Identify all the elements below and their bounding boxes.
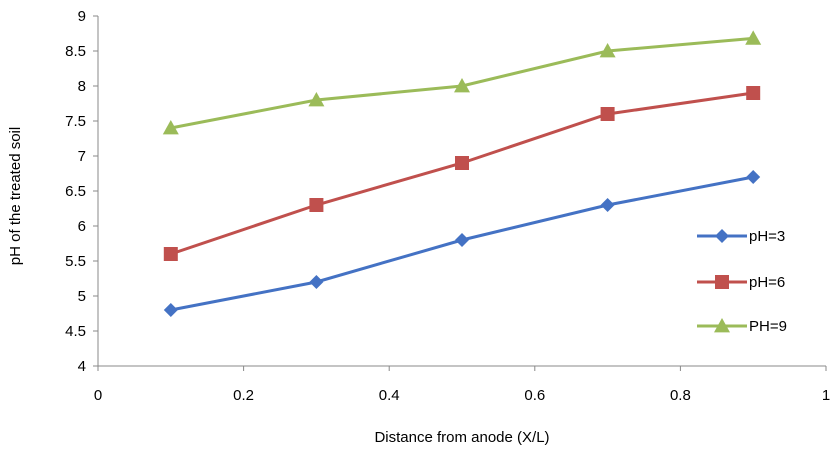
y-axis-title-text: pH of the treated soil	[7, 127, 24, 265]
x-tick-label: 0.2	[233, 387, 254, 404]
y-tick-label: 4.5	[65, 323, 86, 340]
x-ticks: 0 0.2 0.4 0.6 0.8 1	[94, 366, 830, 404]
y-axis-title: pH of the treated soil	[7, 127, 24, 265]
data-point-series-3	[454, 78, 470, 93]
y-tick-label: 5.5	[65, 253, 86, 270]
y-ticks: 4 4.5 5 5.5 6 6.5 7 7.5 8 8.5 9	[65, 8, 98, 375]
y-tick-label: 9	[78, 8, 86, 25]
data-point-series-3	[745, 30, 762, 45]
legend-marker-2	[715, 275, 729, 289]
data-point-series-2	[746, 86, 761, 100]
data-point-series-1	[746, 170, 761, 184]
data-point-series-3	[599, 43, 616, 58]
data-point-series-2	[455, 156, 469, 170]
data-point-series-1	[600, 198, 615, 212]
x-axis-title: Distance from anode (X/L)	[374, 429, 549, 446]
x-tick-label: 0	[94, 387, 102, 404]
legend-marker-1	[715, 229, 729, 243]
legend-label-2: pH=6	[749, 274, 785, 291]
legend-label-3: PH=9	[749, 318, 787, 335]
data-point-series-2	[309, 198, 324, 212]
data-point-series-1	[455, 233, 469, 247]
legend-marker-3	[714, 318, 730, 333]
data-point-series-1	[163, 303, 178, 317]
series-line-2	[170, 91, 754, 256]
x-tick-label: 1	[822, 387, 830, 404]
x-tick-label: 0.4	[379, 387, 400, 404]
legend: pH=3 pH=6 PH=9	[697, 228, 787, 335]
y-tick-label: 7	[78, 148, 86, 165]
data-point-series-2	[163, 247, 178, 261]
series-layer	[162, 30, 762, 317]
y-tick-label: 6	[78, 218, 86, 235]
data-point-series-1	[309, 275, 324, 289]
y-tick-label: 6.5	[65, 183, 86, 200]
y-tick-label: 8	[78, 78, 86, 95]
y-tick-label: 5	[78, 288, 86, 305]
y-tick-label: 4	[78, 358, 86, 375]
legend-label-1: pH=3	[749, 228, 785, 245]
y-tick-label: 7.5	[65, 113, 86, 130]
data-point-series-3	[162, 120, 179, 135]
data-point-series-2	[600, 107, 615, 121]
data-point-series-3	[308, 92, 325, 107]
x-tick-label: 0.8	[670, 387, 691, 404]
y-tick-label: 8.5	[65, 43, 86, 60]
x-tick-label: 0.6	[524, 387, 545, 404]
